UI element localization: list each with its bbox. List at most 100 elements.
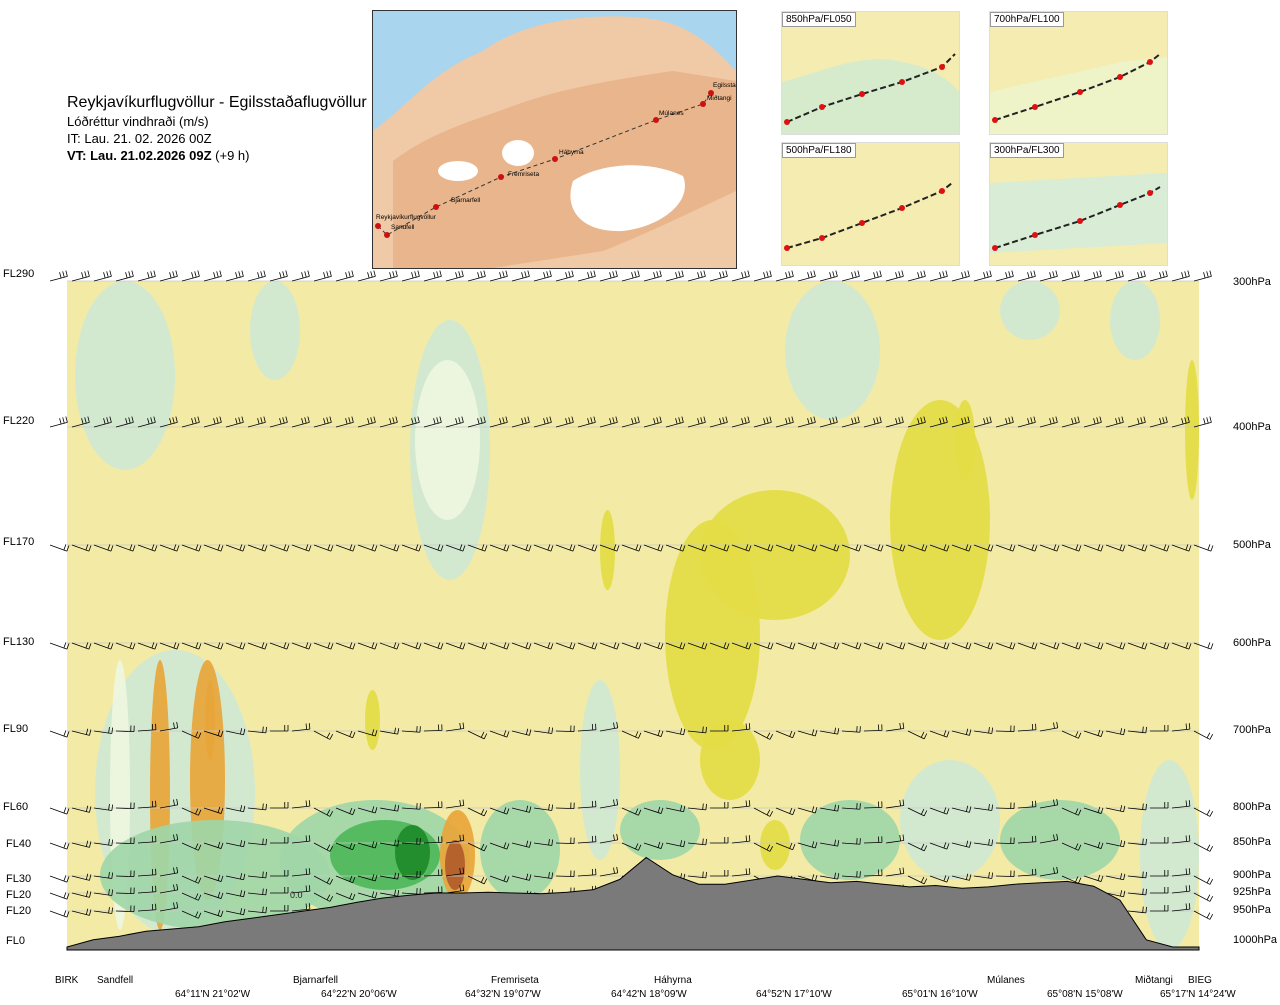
wind-barb [577, 835, 597, 844]
wind-barb [203, 909, 224, 917]
inset-500: 500hPa/FL180 [781, 142, 960, 266]
wind-barb [577, 800, 597, 809]
wind-barb [203, 642, 224, 650]
velocity-contour [365, 690, 380, 750]
wind-barb [1017, 835, 1037, 844]
wind-barb [225, 840, 246, 848]
route-title: Reykjavíkurflugvöllur - Egilsstaðaflugvö… [67, 94, 367, 111]
wind-barb [555, 416, 574, 428]
wind-barb [379, 889, 400, 897]
wind-barb [291, 544, 312, 552]
location-label: Fremriseta [491, 975, 539, 986]
wind-barb [533, 804, 554, 811]
wind-barb [71, 908, 92, 916]
velocity-contour [1140, 760, 1199, 950]
wind-barb [71, 873, 92, 881]
flight-level-label: FL170 [3, 536, 35, 548]
wind-barb [49, 730, 70, 738]
pressure-label: 600hPa [1233, 637, 1271, 649]
inset-label: 300hPa/FL300 [990, 143, 1064, 158]
wind-barb [357, 642, 378, 650]
wind-barb [115, 887, 135, 895]
wind-barb [951, 728, 972, 736]
coordinate-label: 65°17'N 14°24'W [1160, 989, 1236, 1000]
wind-barb [511, 805, 532, 813]
wind-barb [181, 642, 202, 650]
wind-barb [665, 642, 686, 650]
wind-barb [797, 270, 816, 282]
wind-barb [270, 870, 289, 877]
wind-barb [1171, 800, 1191, 809]
wind-barb [93, 544, 114, 552]
wind-barb [335, 544, 356, 552]
wind-barb [1127, 906, 1147, 914]
wind-barb [467, 730, 488, 740]
route-line [377, 92, 712, 236]
wind-barb [379, 804, 400, 812]
wind-barb [907, 842, 928, 852]
coordinate-label: 65°01'N 16°10'W [902, 989, 978, 1000]
wind-barb [577, 270, 596, 282]
wind-barb [1017, 868, 1037, 877]
valid-time-offset: (+9 h) [215, 148, 250, 163]
wind-barb [1105, 416, 1124, 428]
wind-barb [687, 270, 706, 282]
wind-barb [225, 908, 246, 916]
wind-barb [93, 416, 112, 428]
wind-barb [313, 892, 334, 902]
wind-barb [159, 642, 180, 650]
wind-barb [467, 544, 488, 552]
wind-barb [973, 872, 994, 879]
wind-barb [181, 842, 202, 851]
wind-barb [929, 642, 950, 650]
wind-barb [687, 726, 707, 734]
map-label: Egilsstaðaflugvöllur [713, 81, 736, 89]
wind-barb [313, 642, 334, 650]
wind-barb [291, 835, 311, 844]
wind-barb [115, 270, 134, 282]
wind-barb [929, 270, 948, 282]
wind-barb [1083, 270, 1102, 282]
wind-barb [291, 903, 311, 912]
location-label: Háhyrna [654, 975, 692, 986]
wind-barb [313, 270, 332, 282]
wind-barb [1105, 873, 1126, 881]
wind-barb [1083, 642, 1104, 650]
wind-barb [929, 807, 950, 815]
wind-barb [137, 723, 157, 732]
route-point [708, 90, 714, 96]
wind-barb [1017, 544, 1038, 552]
wind-barb [621, 642, 642, 650]
wind-barb [489, 416, 508, 428]
wind-barb [159, 833, 179, 844]
wind-barb [1017, 642, 1038, 650]
wind-barb [863, 724, 883, 732]
wind-barb [753, 807, 774, 817]
route-point [552, 156, 558, 162]
cross-section-chart: 0.0 [49, 270, 1214, 951]
wind-barb [1171, 903, 1191, 912]
wind-barb [225, 416, 244, 428]
wind-barb [1061, 807, 1082, 816]
wind-barb [841, 871, 861, 878]
wind-barb [115, 416, 134, 428]
velocity-contour [1185, 360, 1199, 500]
wind-barb [1150, 725, 1169, 732]
wind-barb [401, 726, 421, 733]
route-map: Reykjavíkurflugvöllur Sandfell Bjarnarfe… [372, 10, 737, 269]
velocity-contour [250, 281, 300, 380]
wind-barb [1193, 642, 1214, 650]
wind-barb [951, 416, 970, 428]
wind-barb [115, 802, 135, 810]
wind-barb [313, 875, 334, 885]
wind-barb [137, 835, 157, 844]
wind-barb [775, 642, 796, 650]
wind-barb [247, 544, 268, 552]
wind-barb [511, 840, 532, 848]
flight-level-label: FL40 [6, 838, 32, 850]
wind-barb [1150, 905, 1169, 912]
wind-barb [137, 903, 157, 912]
wind-barb [291, 868, 311, 877]
wind-barb [445, 834, 465, 844]
wind-barb [643, 841, 664, 849]
